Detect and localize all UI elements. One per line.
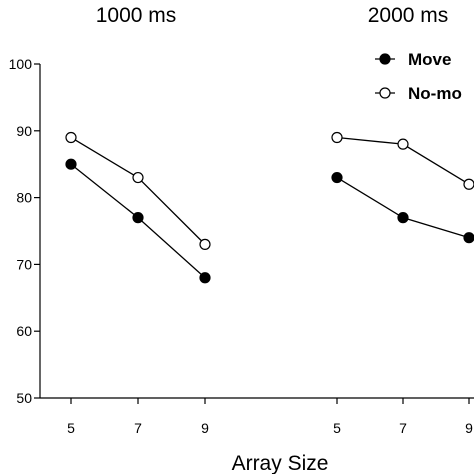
data-point-nomove xyxy=(132,171,144,184)
data-point-nomove xyxy=(199,238,211,250)
legend-nomove-marker xyxy=(379,87,391,99)
plot-area xyxy=(65,131,474,284)
y-axis: 50 60 70 80 90 100 xyxy=(9,56,41,406)
panel-title-2: 2000 ms xyxy=(368,4,449,27)
x-tick-label: 7 xyxy=(399,420,407,436)
data-point-nomove xyxy=(397,138,409,150)
y-tick-label: 70 xyxy=(16,256,32,272)
data-point-move xyxy=(65,158,77,170)
y-tick-label: 80 xyxy=(16,190,32,206)
legend-move-marker xyxy=(379,53,391,65)
x-tick-label: 5 xyxy=(333,420,341,436)
legend: Move No-mo xyxy=(375,50,462,103)
legend-nomove-label: No-mo xyxy=(408,84,462,103)
x-tick-label: 7 xyxy=(134,420,142,436)
x-tick-label: 9 xyxy=(201,420,209,436)
y-tick-label: 90 xyxy=(16,123,32,139)
data-point-nomove xyxy=(65,131,77,144)
y-tick-label: 60 xyxy=(16,323,32,339)
data-point-move xyxy=(397,212,409,224)
data-point-move xyxy=(199,272,211,284)
data-point-move xyxy=(463,232,474,244)
legend-move-label: Move xyxy=(408,50,451,69)
series-line-move xyxy=(336,177,470,239)
data-point-move xyxy=(331,171,343,184)
data-point-nomove xyxy=(331,131,343,144)
data-point-move xyxy=(132,212,144,224)
data-point-nomove xyxy=(463,178,474,190)
panel-title-1: 1000 ms xyxy=(96,4,177,27)
x-tick-label: 9 xyxy=(465,420,473,436)
x-axis-title: Array Size xyxy=(232,452,329,474)
series-line-nomove xyxy=(70,136,206,245)
x-tick-label: 5 xyxy=(67,420,75,436)
x-axis: 5 7 9 5 7 9 xyxy=(40,397,474,436)
y-tick-label: 100 xyxy=(9,56,33,72)
y-tick-label: 50 xyxy=(16,390,32,406)
